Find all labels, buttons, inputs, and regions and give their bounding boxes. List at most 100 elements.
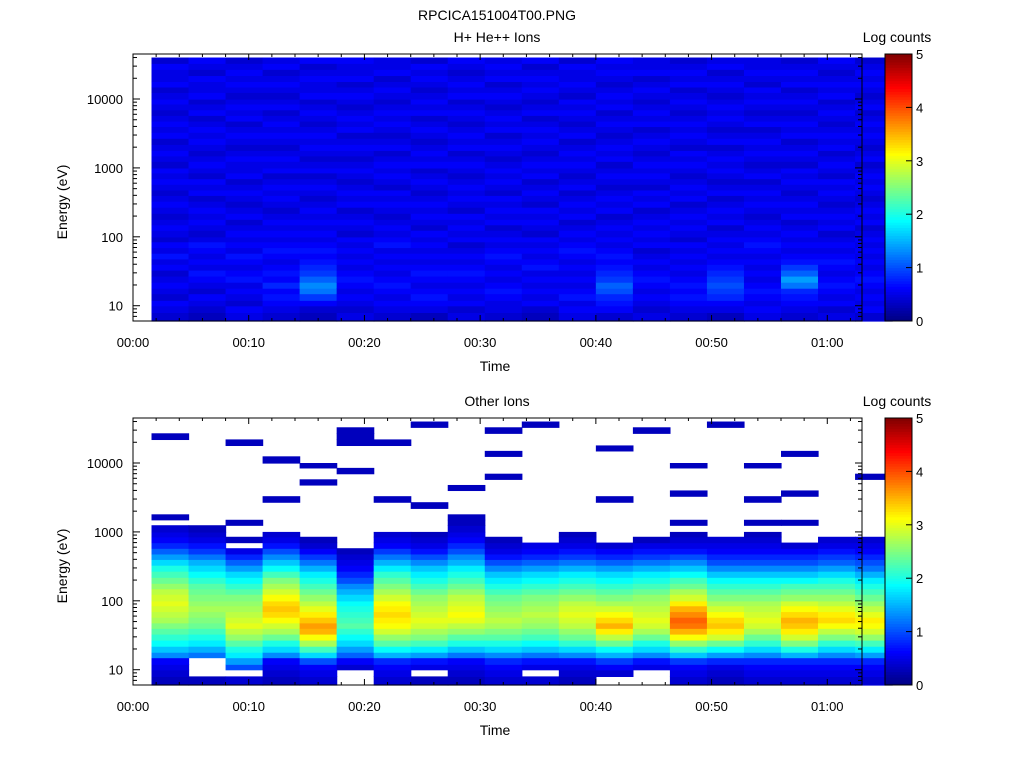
heatmap-cell bbox=[855, 594, 893, 602]
heatmap-cell bbox=[669, 553, 708, 560]
heatmap-cell bbox=[669, 120, 708, 128]
heatmap-cell bbox=[558, 132, 597, 139]
heatmap-cell bbox=[669, 81, 708, 88]
heatmap-cell bbox=[855, 542, 893, 549]
heatmap-cell bbox=[225, 559, 264, 566]
heatmap-cell bbox=[743, 553, 782, 560]
heatmap-cell bbox=[669, 312, 708, 322]
heatmap-cell bbox=[151, 81, 190, 88]
heatmap-cell bbox=[410, 247, 449, 254]
heatmap-cell bbox=[706, 172, 745, 180]
colorbar-swatch bbox=[885, 195, 912, 199]
heatmap-cell bbox=[595, 305, 634, 313]
heatmap-cell bbox=[484, 269, 523, 277]
colorbar-swatch bbox=[885, 208, 912, 213]
heatmap-cell bbox=[558, 81, 597, 88]
heatmap-cell bbox=[188, 224, 227, 231]
heatmap-cell bbox=[855, 155, 893, 162]
heatmap-cell bbox=[151, 150, 190, 157]
heatmap-cell bbox=[225, 536, 264, 544]
heatmap-cell bbox=[818, 282, 856, 289]
heatmap-cell bbox=[632, 138, 671, 145]
heatmap-cell bbox=[595, 86, 634, 93]
heatmap-cell bbox=[558, 652, 597, 659]
heatmap-cell bbox=[706, 126, 745, 133]
heatmap-cell bbox=[781, 120, 819, 128]
colorbar-swatch bbox=[885, 243, 912, 247]
colorbar-swatch bbox=[885, 567, 912, 571]
heatmap-cell bbox=[188, 264, 227, 271]
heatmap-cell bbox=[447, 293, 486, 301]
heatmap-cell bbox=[447, 92, 486, 100]
heatmap-cell bbox=[262, 63, 301, 70]
heatmap-cell bbox=[558, 542, 597, 549]
heatmap-cell bbox=[188, 542, 227, 549]
colorbar-swatch bbox=[885, 248, 912, 253]
heatmap-cell bbox=[743, 178, 782, 185]
colorbar-swatch bbox=[885, 107, 912, 111]
heatmap-cell bbox=[558, 253, 597, 260]
colorbar-swatch bbox=[885, 463, 912, 467]
heatmap-cell bbox=[410, 69, 449, 77]
heatmap-cell bbox=[373, 617, 412, 624]
heatmap-cell bbox=[521, 639, 560, 647]
heatmap-cell bbox=[262, 669, 301, 677]
x-tick-label: 00:20 bbox=[348, 699, 381, 714]
heatmap-cell bbox=[336, 559, 375, 566]
heatmap-cell bbox=[595, 312, 634, 322]
heatmap-cell bbox=[373, 594, 412, 602]
heatmap-cell bbox=[669, 241, 708, 249]
heatmap-cell bbox=[225, 63, 264, 70]
heatmap-cell bbox=[669, 657, 708, 665]
heatmap-cell bbox=[818, 605, 856, 613]
heatmap-cell bbox=[521, 600, 560, 607]
heatmap-cell bbox=[484, 132, 523, 139]
heatmap-cell bbox=[632, 213, 671, 220]
heatmap-cell bbox=[818, 652, 856, 659]
plot-frame bbox=[132, 53, 863, 322]
heatmap-cell bbox=[818, 293, 856, 301]
heatmap-cell bbox=[225, 622, 264, 629]
heatmap-cell bbox=[781, 490, 819, 497]
heatmap-cell bbox=[855, 664, 893, 671]
heatmap-cell bbox=[262, 109, 301, 116]
heatmap-cell bbox=[818, 288, 856, 295]
heatmap-cell bbox=[521, 664, 560, 671]
heatmap-cell bbox=[818, 144, 856, 151]
heatmap-cell bbox=[373, 132, 412, 139]
heatmap-cell bbox=[632, 611, 671, 618]
heatmap-cell bbox=[373, 126, 412, 133]
colorbar-swatch bbox=[885, 468, 912, 472]
panel-h-he-ions: H+ He++ Ions Log counts 00:00 00:10 00:20 0… bbox=[54, 29, 931, 374]
heatmap-cell bbox=[818, 178, 856, 185]
heatmap-cell bbox=[632, 628, 671, 635]
heatmap-cell bbox=[410, 652, 449, 659]
heatmap-cell bbox=[632, 300, 671, 307]
heatmap-cell bbox=[484, 559, 523, 566]
heatmap-cell bbox=[558, 639, 597, 647]
colorbar-swatch bbox=[885, 572, 912, 577]
heatmap-cell bbox=[447, 126, 486, 133]
heatmap-cell bbox=[558, 605, 597, 613]
heatmap-cell bbox=[521, 172, 560, 180]
colorbar-swatch bbox=[885, 658, 912, 662]
heatmap-cell bbox=[447, 144, 486, 151]
heatmap-cell bbox=[743, 144, 782, 151]
heatmap-cell bbox=[262, 103, 301, 111]
heatmap-cell bbox=[373, 189, 412, 196]
heatmap-cell bbox=[706, 282, 745, 289]
heatmap-cells bbox=[151, 57, 893, 322]
heatmap-cell bbox=[669, 92, 708, 100]
heatmap-cell bbox=[706, 195, 745, 202]
colorbar-swatch bbox=[885, 580, 912, 585]
colorbar-swatch bbox=[885, 155, 912, 159]
heatmap-cell bbox=[188, 184, 227, 191]
colorbar-swatch bbox=[885, 519, 912, 523]
heatmap-cell bbox=[632, 167, 671, 174]
heatmap-cell bbox=[373, 577, 412, 584]
heatmap-cell bbox=[336, 553, 375, 560]
heatmap-cell bbox=[521, 288, 560, 295]
heatmap-cell bbox=[669, 611, 708, 618]
heatmap-cell bbox=[188, 676, 227, 686]
heatmap-cell bbox=[706, 207, 745, 214]
